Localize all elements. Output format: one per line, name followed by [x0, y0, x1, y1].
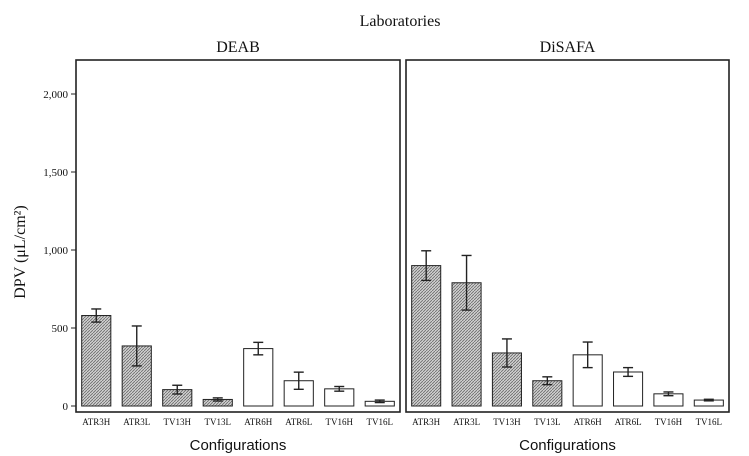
error-bar — [212, 397, 223, 402]
y-tick-label: 1,000 — [43, 245, 68, 257]
error-bar — [461, 254, 472, 311]
error-bar — [663, 391, 674, 397]
x-tick-label: TV16H — [655, 417, 683, 427]
x-tick-label: TV13H — [493, 417, 521, 427]
error-bar — [623, 366, 634, 378]
x-tick-label: TV16L — [696, 417, 723, 427]
x-tick-label: ATR6L — [615, 417, 642, 427]
x-tick-label: ATR3L — [453, 417, 480, 427]
bar-atr3h — [81, 315, 112, 407]
x-tick-label: ATR3L — [123, 417, 150, 427]
error-bar — [253, 341, 264, 356]
error-bar — [501, 338, 512, 368]
error-bar — [421, 250, 432, 282]
x-tick-label: ATR6H — [244, 417, 273, 427]
error-bar — [91, 308, 102, 323]
x-tick-label: TV13L — [534, 417, 561, 427]
error-bar — [334, 385, 345, 392]
error-bar — [172, 384, 183, 395]
y-axis-label: DPV (μL/cm²) — [12, 205, 29, 299]
x-tick-label: TV13L — [205, 417, 232, 427]
error-bar — [542, 376, 553, 386]
x-tick-label: ATR3H — [82, 417, 111, 427]
y-tick-label: 1,500 — [43, 167, 68, 179]
x-axis-label: Configurations — [190, 437, 287, 454]
error-bar — [293, 371, 304, 391]
panel-frame — [75, 59, 401, 413]
x-tick-label: ATR6L — [285, 417, 312, 427]
error-bar — [703, 398, 714, 402]
chart-title: Laboratories — [360, 13, 441, 30]
y-axis: 0 500 1,000 1,500 2,000 — [43, 89, 76, 413]
x-tick-label: ATR3H — [412, 417, 441, 427]
error-bar — [374, 399, 385, 404]
panel-disafa: DiSAFA ATR3H ATR3L TV13H TV13L ATR6H ATR6L TV16… — [405, 39, 730, 454]
y-tick-label: 0 — [63, 401, 69, 413]
panel-title: DiSAFA — [540, 39, 596, 56]
x-tick-label: TV16L — [367, 417, 394, 427]
bar-atr6h — [243, 348, 274, 407]
bar-atr6h — [572, 354, 603, 407]
panels: DEAB ATR3H ATR3L TV13H TV13L ATR6H ATR6L TV16H T… — [75, 39, 730, 454]
y-tick-label: 500 — [52, 323, 69, 335]
x-tick-label: TV13H — [164, 417, 192, 427]
x-tick-label: TV16H — [326, 417, 354, 427]
y-tick-label: 2,000 — [43, 89, 68, 101]
panel-deab: DEAB ATR3H ATR3L TV13H TV13L ATR6H ATR6L TV16H T… — [75, 39, 401, 454]
error-bar — [131, 325, 142, 367]
x-tick-label: ATR6H — [574, 417, 603, 427]
x-axis-label: Configurations — [519, 437, 616, 454]
panel-frame — [405, 59, 730, 413]
panel-title: DEAB — [216, 39, 260, 56]
bar-atr3h — [411, 265, 442, 407]
error-bar — [582, 341, 593, 369]
bar-atr3l — [121, 345, 152, 407]
bar-atr6l — [613, 371, 644, 407]
